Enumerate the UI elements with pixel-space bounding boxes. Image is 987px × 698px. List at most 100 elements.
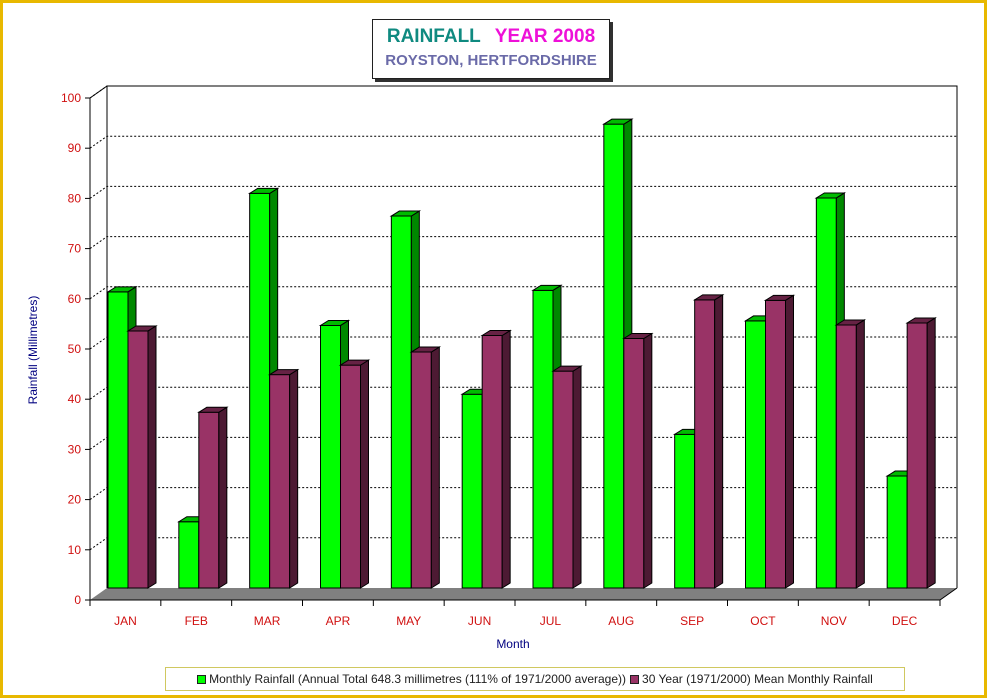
y-tick-label: 90	[68, 141, 82, 155]
x-tick-label: SEP	[680, 614, 704, 628]
grid-line	[89, 336, 957, 350]
bar-mean-apr-side	[360, 359, 369, 589]
x-tick-label: AUG	[608, 614, 634, 628]
chart-title-box: RAINFALL YEAR 2008 ROYSTON, HERTFORDSHIRE	[372, 19, 610, 79]
x-tick-label: JAN	[114, 614, 137, 628]
bar-mean-oct-top	[763, 294, 796, 301]
bar-mean-apr-top	[338, 359, 371, 366]
y-tick-label: 50	[68, 342, 82, 356]
y-tick-label: 0	[74, 593, 81, 607]
chart-title-year: YEAR 2008	[494, 26, 596, 47]
grid-line	[89, 236, 957, 250]
bar-mean-feb-side	[218, 406, 228, 589]
bar-mean-jun	[481, 334, 503, 589]
grid-line	[89, 487, 957, 501]
x-tick-label: OCT	[750, 614, 776, 628]
bar-monthly-mar	[249, 192, 271, 589]
bar-mean-sep-top	[692, 294, 725, 301]
bar-mean-mar	[269, 374, 291, 589]
y-tick-label: 70	[68, 242, 82, 256]
y-tick-label: 20	[68, 493, 82, 507]
bar-mean-mar-side	[289, 368, 299, 589]
legend-item-monthly: Monthly Rainfall (Annual Total 648.3 mil…	[197, 672, 626, 686]
bar-mean-nov-side	[855, 319, 865, 589]
legend-swatch-mean	[630, 674, 640, 684]
x-tick-label: NOV	[821, 614, 847, 628]
bar-mean-jan-side	[147, 325, 157, 589]
bar-monthly-jul-top	[531, 284, 563, 291]
legend-label-monthly: Monthly Rainfall (Annual Total 648.3 mil…	[209, 672, 627, 686]
grid-line	[89, 386, 957, 400]
bar-mean-feb-top	[197, 406, 229, 413]
y-tick-label: 30	[68, 442, 82, 456]
y-axis-label: Rainfall (Millimetres)	[26, 296, 40, 405]
y-tick-label: 60	[68, 292, 82, 306]
bar-monthly-sep	[674, 433, 696, 589]
x-tick-label: DEC	[892, 614, 918, 628]
bar-monthly-may	[390, 215, 412, 589]
bar-mean-sep-side	[714, 293, 724, 589]
bar-monthly-jul	[532, 289, 554, 589]
x-tick-label: FEB	[185, 614, 208, 628]
bar-monthly-apr-top	[318, 319, 351, 326]
x-axis-label: Month	[496, 637, 529, 651]
y-tick-label: 40	[68, 392, 82, 406]
bar-monthly-may-top	[389, 210, 422, 217]
x-tick-label: MAR	[254, 614, 281, 628]
grid-line	[89, 135, 957, 149]
bar-monthly-jun	[461, 393, 483, 589]
x-tick-label: JUN	[468, 614, 491, 628]
bar-mean-dec	[906, 322, 928, 589]
bar-mean-jul	[552, 370, 574, 589]
bar-mean-may-side	[430, 346, 440, 589]
bar-mean-nov-top	[834, 319, 867, 326]
bar-mean-sep	[694, 299, 716, 589]
bar-mean-dec-top	[905, 317, 937, 324]
bar-mean-mar-top	[267, 369, 300, 376]
bar-monthly-apr	[320, 324, 341, 589]
bar-mean-jun-side	[501, 329, 511, 589]
chart-legend: Monthly Rainfall (Annual Total 648.3 mil…	[165, 667, 905, 691]
bar-mean-jan-top	[126, 325, 158, 332]
bar-mean-jul-top	[551, 365, 583, 372]
bar-monthly-mar-top	[247, 187, 280, 194]
grid-line	[89, 85, 957, 99]
bar-monthly-dec	[886, 475, 908, 589]
bar-monthly-nov	[815, 197, 837, 589]
grid-line	[89, 436, 957, 450]
chart-title: RAINFALL YEAR 2008	[373, 26, 609, 48]
bar-mean-apr	[340, 364, 361, 589]
bar-monthly-feb	[178, 521, 200, 589]
bar-mean-aug-side	[643, 332, 653, 589]
x-tick-label: MAY	[396, 614, 421, 628]
x-tick-label: APR	[326, 614, 351, 628]
bar-mean-may	[410, 351, 432, 589]
legend-item-mean: 30 Year (1971/2000) Mean Monthly Rainfal…	[630, 672, 873, 686]
bar-mean-oct	[765, 299, 786, 589]
bar-mean-nov	[835, 324, 857, 589]
bar-monthly-jan-top	[106, 286, 138, 293]
bar-monthly-aug-top	[602, 118, 634, 125]
bar-mean-jul-side	[572, 365, 582, 589]
legend-swatch-monthly	[197, 674, 207, 684]
y-tick-label: 10	[68, 543, 82, 557]
x-tick-label: JUL	[540, 614, 562, 628]
grid-line	[89, 537, 957, 551]
y-tick-label: 80	[68, 191, 82, 205]
bar-mean-dec-side	[926, 317, 936, 589]
chart-title-rainfall: RAINFALL	[386, 26, 481, 47]
bar-mean-may-top	[409, 346, 442, 353]
bar-mean-jun-top	[480, 329, 512, 336]
bar-mean-aug	[623, 338, 645, 589]
bar-monthly-jan	[107, 291, 129, 589]
bar-monthly-aug	[603, 123, 625, 589]
y-tick-label: 100	[61, 91, 81, 105]
bar-monthly-oct	[745, 320, 766, 589]
bar-mean-feb	[198, 411, 220, 589]
bar-monthly-nov-top	[814, 192, 847, 199]
grid-line	[89, 286, 957, 300]
grid-line	[89, 185, 957, 199]
bar-mean-oct-side	[785, 294, 794, 589]
bar-mean-aug-top	[622, 333, 654, 340]
